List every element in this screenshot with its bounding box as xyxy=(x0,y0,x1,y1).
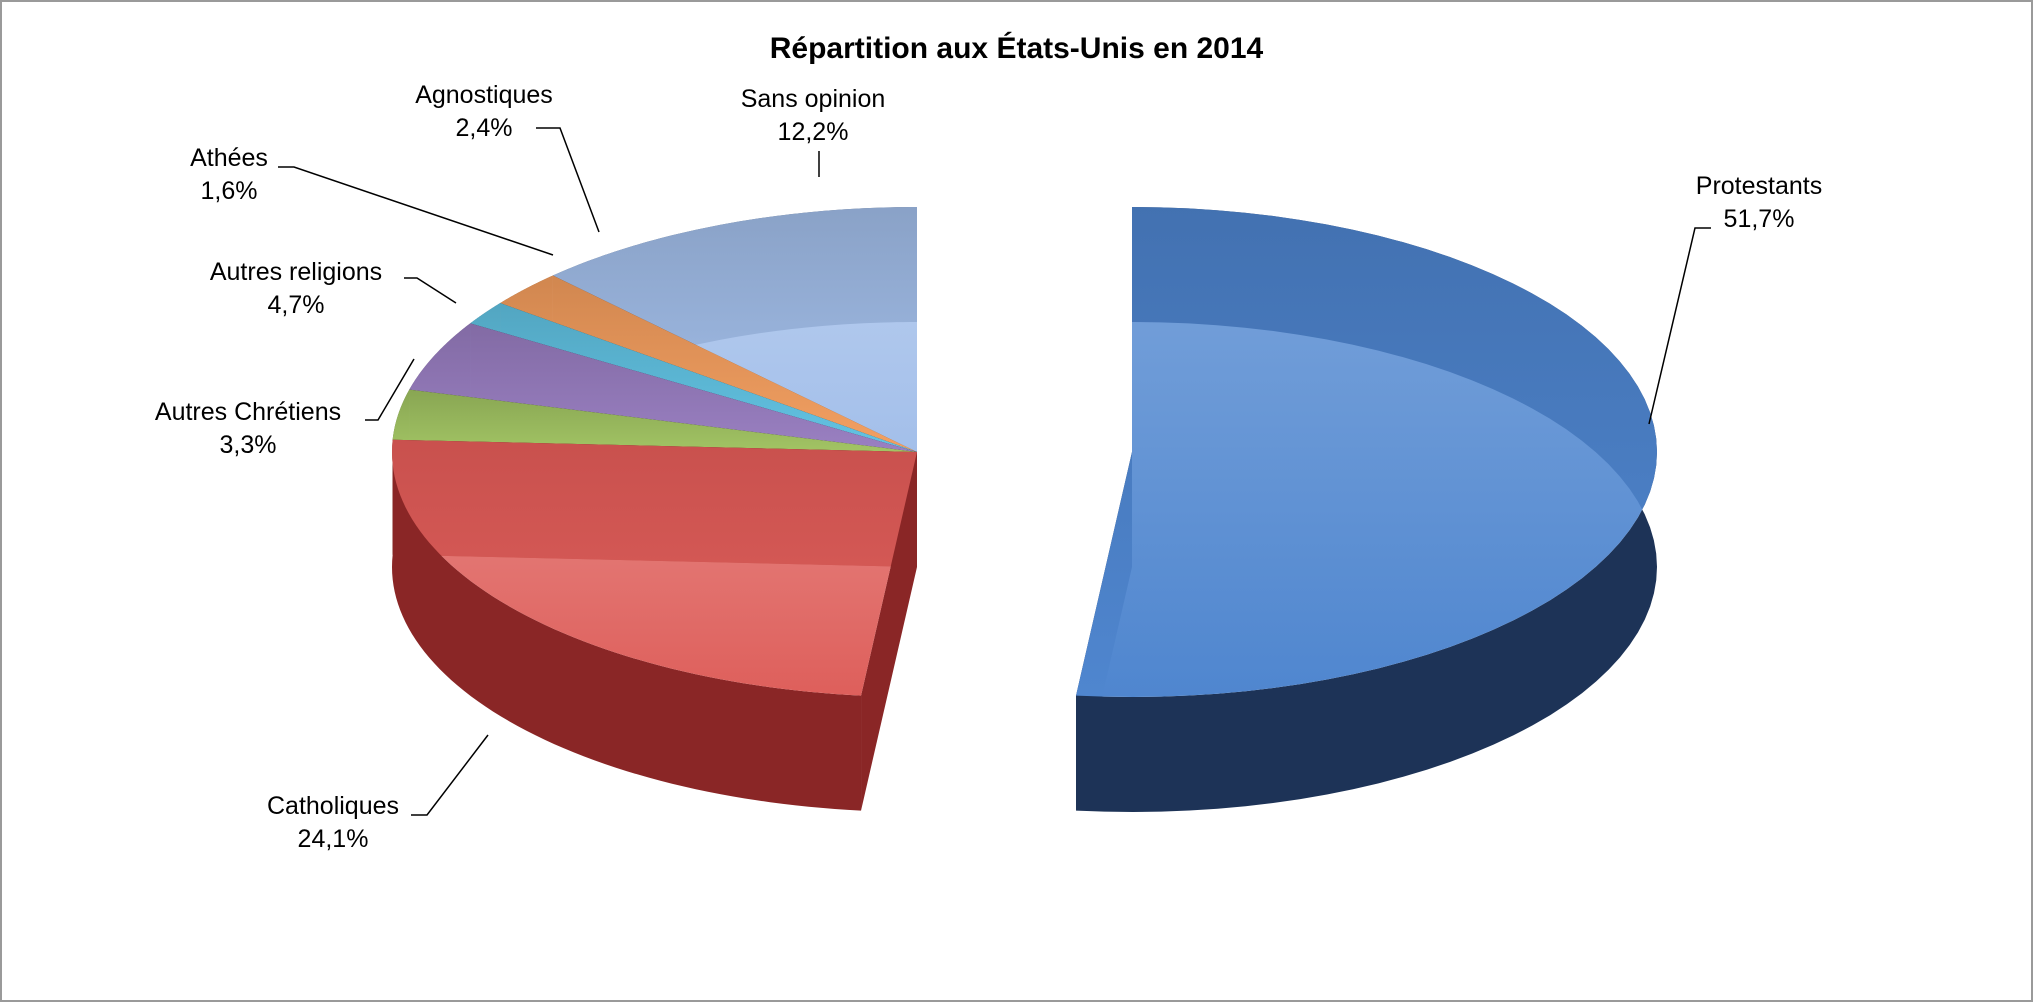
slice-value: 12,2% xyxy=(777,118,849,146)
slice-value: 24,1% xyxy=(297,825,369,853)
data-label-autres-chretiens: Autres Chrétiens 3,3% xyxy=(155,396,341,462)
slice-label: Athées xyxy=(190,144,268,172)
slice-outer-wall-catholiques xyxy=(392,439,862,811)
slice-label: Catholiques xyxy=(266,792,400,820)
slice-sans-opinion xyxy=(552,207,917,452)
leader-line-athees xyxy=(278,166,554,256)
chart-title: Répartition aux États-Unis en 2014 xyxy=(769,32,1264,65)
slice-ath-es xyxy=(470,303,917,452)
data-label-agnostiques: Agnostiques 2,4% xyxy=(415,79,553,145)
slice-agnostiques xyxy=(500,275,917,452)
slice-value: 3,3% xyxy=(219,431,277,459)
slice-value: 4,7% xyxy=(267,291,325,319)
slice-protestants xyxy=(1076,207,1657,697)
data-label-athees: Athées 1,6% xyxy=(190,142,268,208)
slice-label: Autres religions xyxy=(209,258,383,286)
leader-line-catholiques xyxy=(411,734,489,816)
slice-value: 51,7% xyxy=(1723,205,1795,233)
slice-label: Agnostiques xyxy=(415,81,553,109)
data-label-autres-religions: Autres religions 4,7% xyxy=(210,256,382,322)
slice-label: Sans opinion xyxy=(740,85,886,113)
slice-label: Protestants xyxy=(1695,172,1823,200)
slice-autres-chr-tiens xyxy=(392,389,917,452)
leader-line-autres-chretiens xyxy=(365,358,415,421)
slice-autres-religions xyxy=(409,323,917,452)
slice-value: 2,4% xyxy=(455,114,513,142)
slice-value: 1,6% xyxy=(200,177,258,205)
data-label-protestants: Protestants 51,7% xyxy=(1696,170,1822,236)
leader-line-protestants xyxy=(1648,227,1711,425)
leader-line-agnostiques xyxy=(536,127,600,233)
slice-catholiques xyxy=(392,439,917,696)
leader-line-autres-religions xyxy=(404,277,457,304)
data-label-sans-opinion: Sans opinion 12,2% xyxy=(741,83,886,149)
data-label-catholiques: Catholiques 24,1% xyxy=(267,790,399,856)
slice-label: Autres Chrétiens xyxy=(154,398,342,426)
